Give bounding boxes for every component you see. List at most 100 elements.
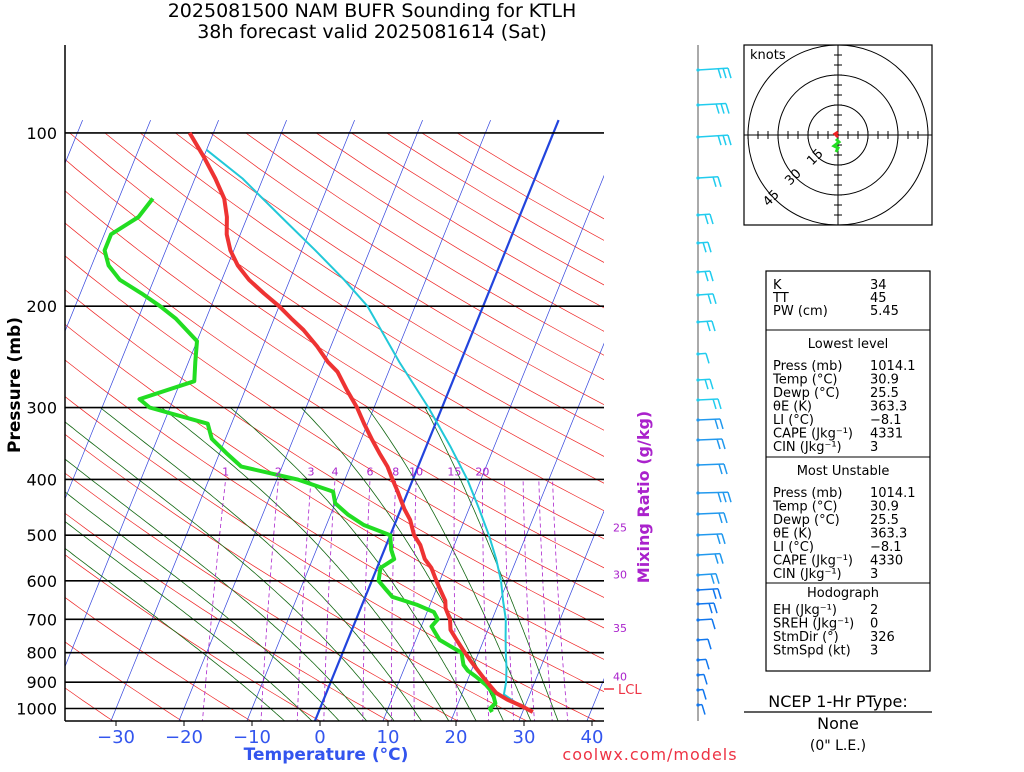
wind-barb-point	[696, 553, 699, 556]
wind-barb-flag	[718, 68, 721, 78]
wind-barb-flag	[718, 589, 721, 599]
wind-barb-flag	[704, 674, 707, 684]
wind-barb-flag	[723, 492, 726, 502]
dry-adiabat	[0, 133, 669, 723]
temperature-tick-label: 20	[445, 727, 468, 748]
mixing-ratio-line	[414, 479, 416, 723]
wind-barb-point	[696, 438, 699, 441]
mixing-ratio-label: 6	[367, 465, 374, 478]
dewpoint-profile	[105, 199, 496, 713]
pressure-tick-label: 600	[26, 572, 57, 591]
index-label: PW (cm)	[773, 304, 828, 319]
pressure-tick-label: 100	[26, 124, 57, 143]
wind-barb-point	[696, 673, 699, 676]
wind-barb-point	[696, 135, 699, 138]
wind-barb-flag	[720, 419, 723, 429]
wind-barb-flag	[722, 439, 725, 449]
wind-barb-flag	[706, 353, 709, 363]
ptype-amount: (0" L.E.)	[810, 738, 866, 754]
moist-adiabat	[100, 408, 423, 724]
wind-barb-flag	[715, 419, 718, 429]
index-label: CIN (Jkg⁻¹)	[773, 567, 842, 582]
wind-barb-flag	[713, 589, 716, 599]
wind-barb-flag	[718, 492, 721, 502]
wind-barb-flag	[721, 104, 724, 114]
wind-barb-point	[696, 352, 699, 355]
wind-barb-point	[696, 618, 699, 621]
wind-barb-staff	[698, 177, 718, 178]
isotherm	[382, 120, 627, 723]
wind-barb-flag	[724, 513, 727, 523]
pressure-tick-label: 900	[26, 673, 57, 692]
wind-barb-flag	[702, 705, 705, 715]
mixing-ratio-label: 10	[409, 465, 423, 478]
wind-barb-flag	[712, 321, 715, 331]
wind-barb-flag	[723, 135, 726, 145]
wind-barb-flag	[709, 603, 712, 613]
mixing-ratio-label: 2	[275, 465, 282, 478]
index-value: 3	[870, 440, 878, 455]
mixing-ratio-line	[202, 479, 225, 723]
wind-barb-staff	[698, 439, 722, 440]
wind-barb-flag	[703, 242, 706, 252]
wind-barb-point	[696, 463, 699, 466]
ptype-panel: NCEP 1-Hr PType: None (0" L.E.)	[744, 692, 932, 754]
index-label: StmSpd (kt)	[773, 644, 851, 659]
wind-barb-point	[696, 418, 699, 421]
mixing-ratio-label: 8	[392, 465, 399, 478]
wind-barb-flag	[716, 104, 719, 114]
mixing-ratio-label: 15	[447, 465, 461, 478]
wind-barb-point	[696, 512, 699, 515]
pressure-tick-label: 700	[26, 610, 57, 629]
pressure-tick-label: 200	[26, 297, 57, 316]
wind-barb-point	[696, 320, 699, 323]
wind-barb-flag	[719, 513, 722, 523]
wind-barb-point	[696, 658, 699, 661]
most-unstable-title: Most Unstable	[797, 464, 890, 479]
wind-barb-flag	[708, 639, 711, 649]
mixing-ratio-line	[539, 479, 553, 723]
wind-barb-point	[696, 638, 699, 641]
wind-barb-staff	[698, 419, 720, 420]
dry-adiabat	[0, 133, 600, 723]
wind-barb-flag	[710, 214, 713, 224]
credit-text[interactable]: coolwx.com/models	[562, 745, 737, 764]
index-value: 3	[870, 644, 878, 659]
hodo-trace-red	[835, 132, 838, 137]
wind-barb-staff	[698, 399, 718, 400]
mixing-ratio-line	[261, 479, 279, 723]
wind-barb-staff	[698, 271, 710, 272]
isotherm	[178, 120, 423, 723]
dry-adiabat	[0, 133, 738, 723]
moist-adiabat	[425, 408, 559, 724]
wind-barb-flag	[720, 554, 723, 564]
wind-barb-staff	[698, 554, 720, 555]
moist-adiabat	[230, 408, 477, 724]
wind-barb-flag	[724, 464, 727, 474]
wind-barb-point	[696, 703, 699, 706]
temperature-tick-label: −20	[165, 727, 203, 748]
index-label: CIN (Jkg⁻¹)	[773, 440, 842, 455]
wind-barb-point	[696, 176, 699, 179]
wind-barb-staff	[698, 321, 712, 322]
wind-barb-flag	[710, 379, 713, 389]
hodo-knots-label: knots	[750, 48, 786, 63]
index-value: 5.45	[870, 304, 899, 319]
wind-barb-flag	[707, 321, 710, 331]
dry-adiabat	[457, 133, 1024, 723]
wind-barb-point	[696, 378, 699, 381]
wind-barb-staff	[698, 464, 724, 465]
wind-barb-flag	[717, 439, 720, 449]
moist-adiabat	[162, 408, 451, 724]
temperature-profile	[190, 133, 533, 712]
wind-barb-flag	[713, 294, 716, 304]
wind-barb-flag	[711, 574, 714, 584]
chart-subtitle: 38h forecast valid 2025081614 (Sat)	[197, 21, 547, 43]
pressure-tick-label: 300	[26, 399, 57, 418]
wind-barb-point	[696, 270, 699, 273]
mixing-ratio-axis-label: Mixing Ratio (g/kg)	[634, 411, 653, 583]
wind-barb-flag	[710, 271, 713, 281]
dry-adiabat	[0, 133, 462, 723]
